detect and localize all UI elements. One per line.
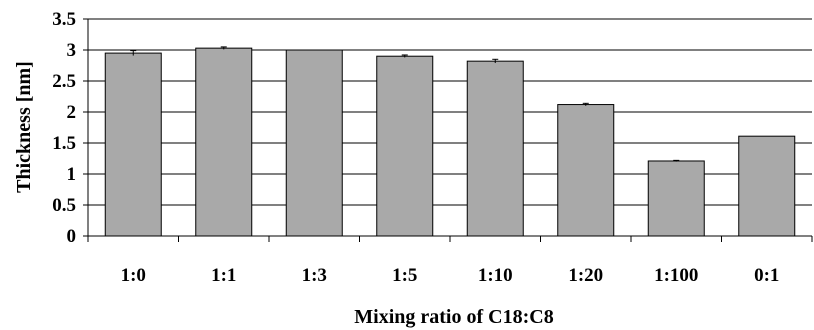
- x-tick-label: 1:100: [654, 265, 698, 286]
- error-bars-group: [130, 46, 680, 162]
- x-tick-label: 1:20: [568, 265, 603, 286]
- bar: [195, 47, 253, 237]
- x-tick-label: 1:3: [302, 265, 327, 286]
- y-tick-label: 1: [67, 164, 77, 185]
- y-tick-label: 3.5: [52, 9, 76, 30]
- x-tick-label: 0:1: [754, 265, 779, 286]
- bar: [557, 104, 615, 237]
- bar: [376, 55, 434, 237]
- x-tick-labels: 1:0 1:1 1:3 1:5 1:10 1:20 1:100 0:1: [121, 265, 780, 286]
- x-tick-label: 1:5: [392, 265, 417, 286]
- bar: [466, 60, 524, 237]
- y-tick-label: 0: [67, 226, 77, 247]
- bar: [738, 135, 796, 237]
- x-axis-label: Mixing ratio of C18:C8: [354, 306, 553, 328]
- bar: [647, 160, 705, 237]
- bar: [285, 49, 343, 237]
- y-axis-label: Thickness [nm]: [13, 61, 35, 193]
- y-tick-label: 2.5: [52, 71, 76, 92]
- x-tick-label: 1:0: [121, 265, 146, 286]
- bar: [104, 52, 162, 237]
- y-tick-labels: 0 0.5 1 1.5 2 2.5 3 3.5: [52, 9, 76, 247]
- y-tick-label: 3: [67, 40, 77, 61]
- y-tick-label: 1.5: [52, 133, 76, 154]
- y-tick-label: 0.5: [52, 195, 76, 216]
- x-tick-label: 1:1: [211, 265, 236, 286]
- x-tick-label: 1:10: [478, 265, 513, 286]
- y-tick-label: 2: [67, 102, 77, 123]
- axes-group: [83, 18, 813, 242]
- bars-group: [104, 47, 796, 237]
